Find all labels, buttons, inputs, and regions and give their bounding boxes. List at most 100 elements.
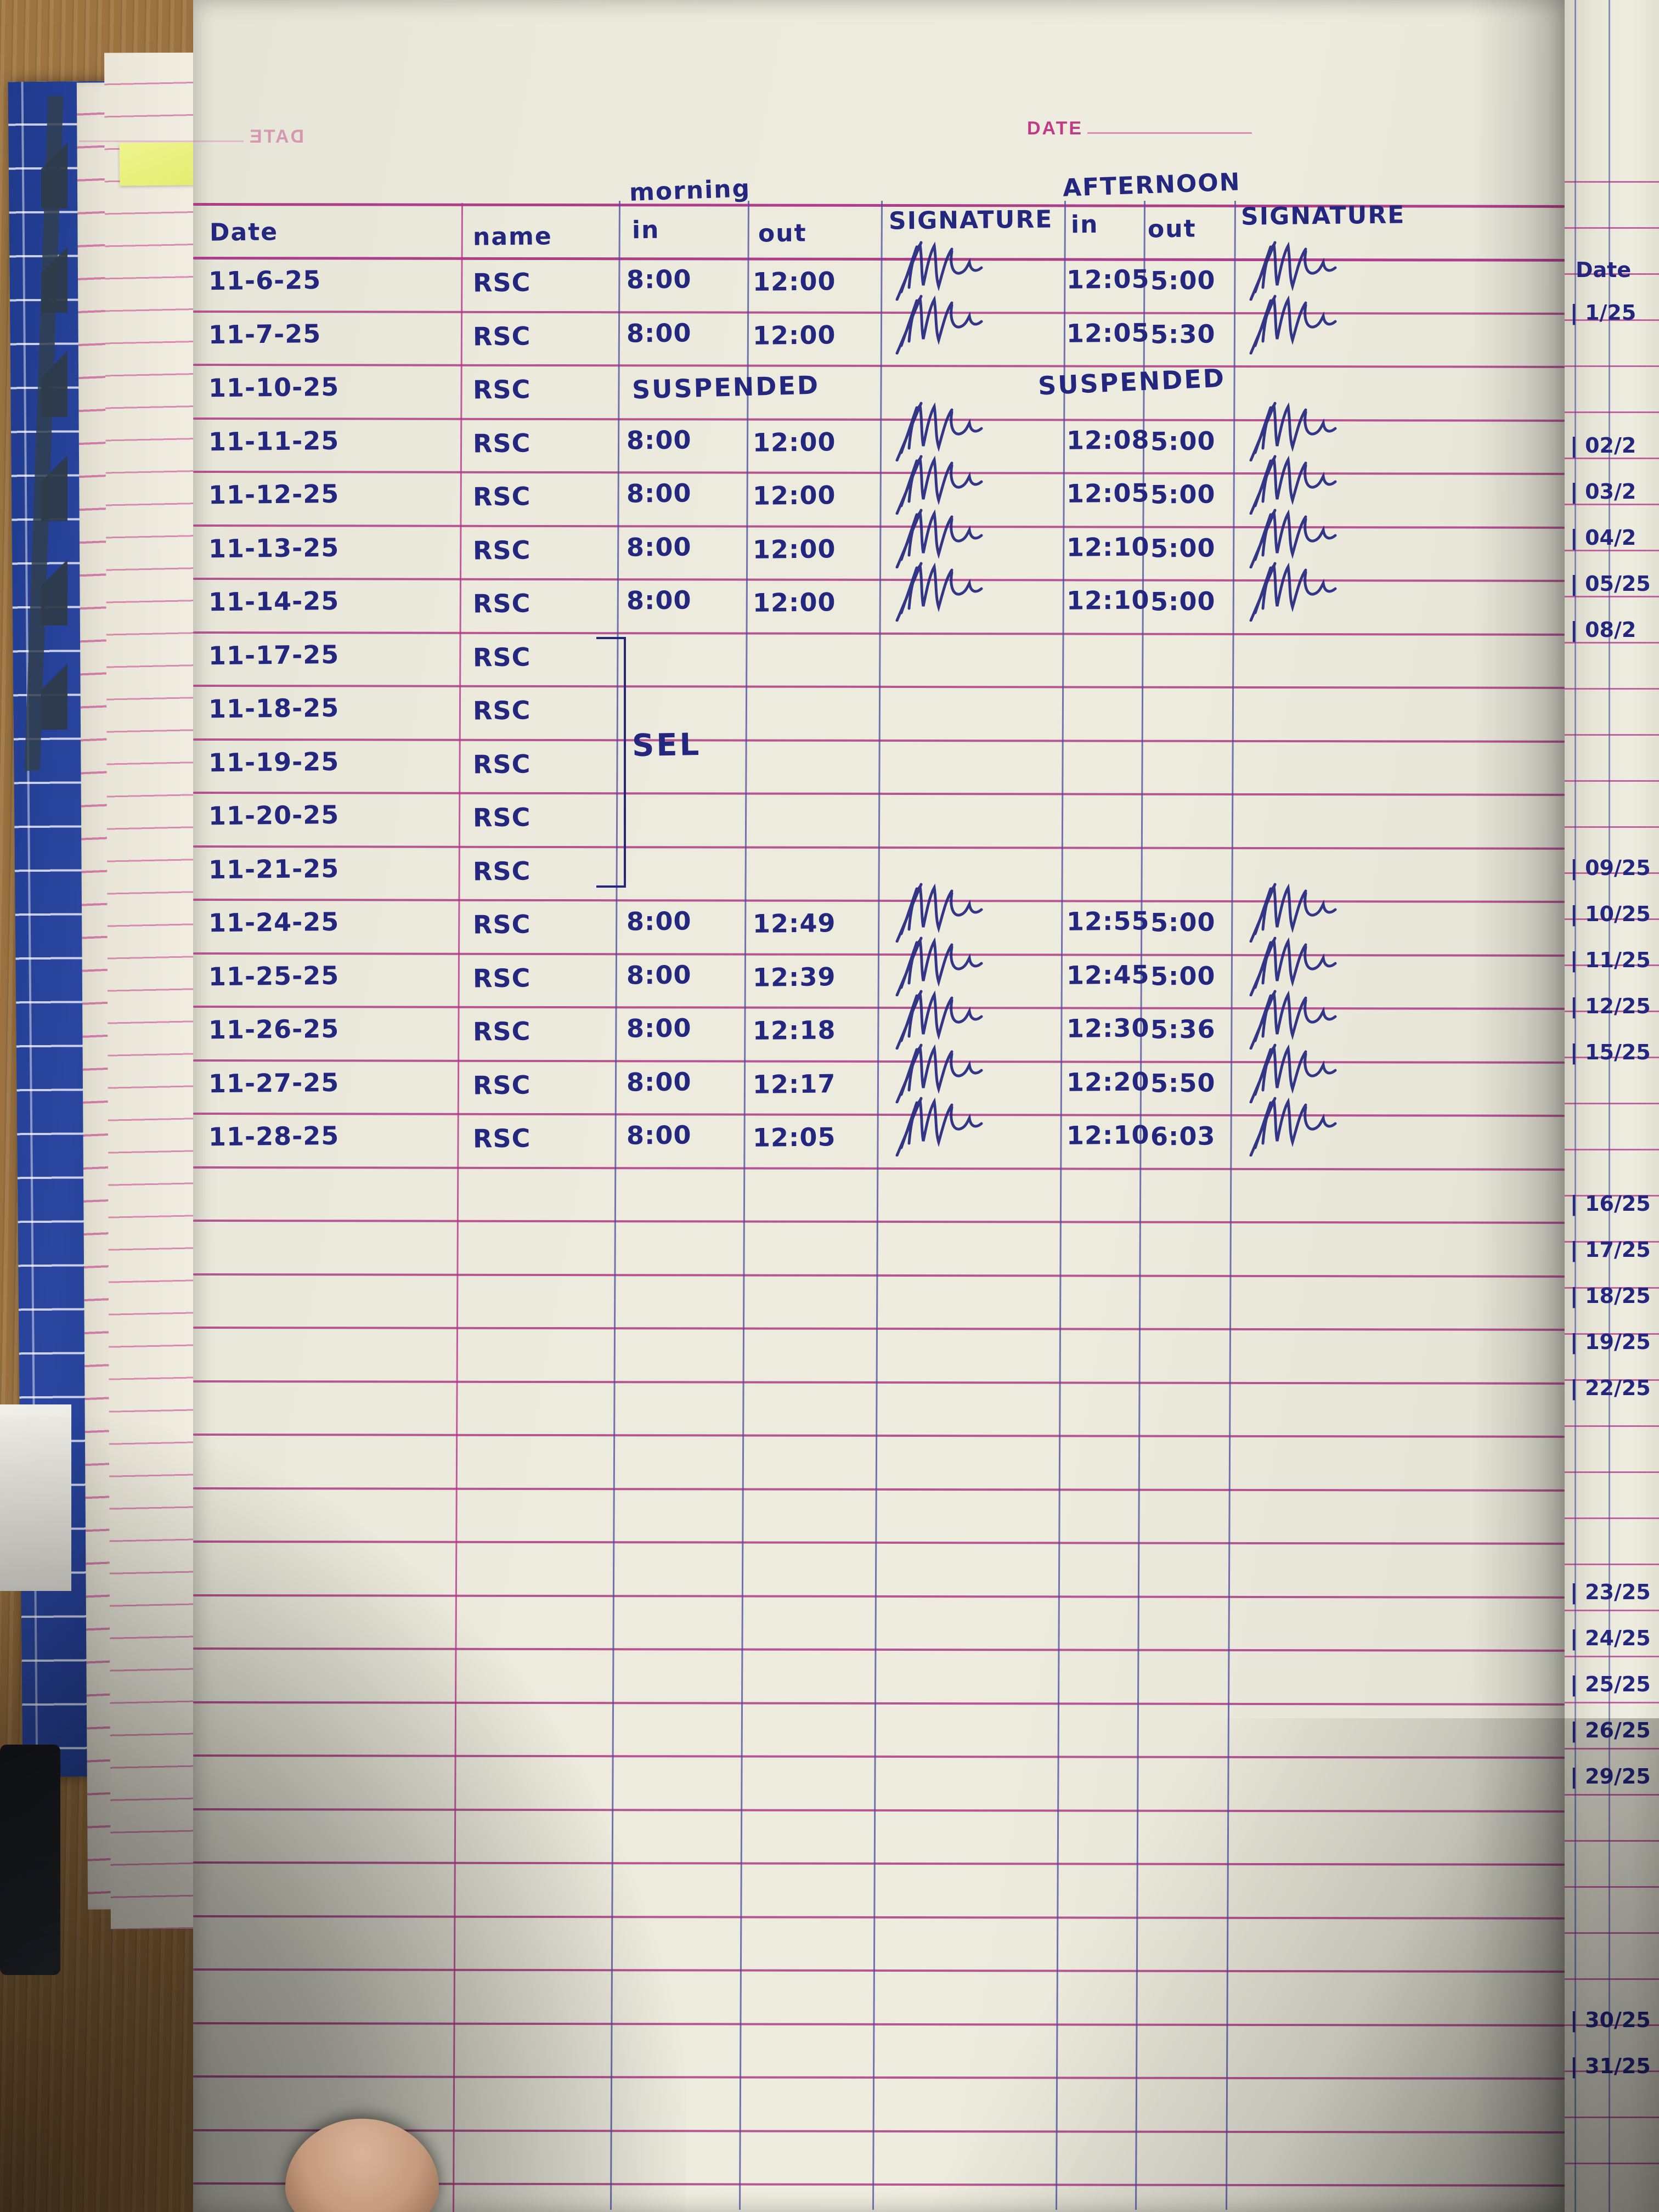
- next-page-rule: [1565, 1287, 1659, 1289]
- cell-date: 11-28-25: [208, 1120, 340, 1152]
- column-header-am-signature: SIGNATURE: [888, 205, 1053, 235]
- horizontal-rule: [193, 1380, 1565, 1385]
- cell-am-in: 8:00: [626, 1120, 692, 1150]
- next-page-rule: [1565, 1057, 1659, 1058]
- cell-am-out: 12:00: [752, 533, 836, 565]
- cell-name: RSC: [472, 427, 531, 459]
- cell-am-out: 12:00: [752, 319, 836, 351]
- horizontal-rule: [193, 310, 1565, 315]
- am-signature-scribble: [893, 289, 997, 354]
- horizontal-rule: [193, 1968, 1565, 1973]
- next-page-date-entry: | 03/2: [1570, 479, 1637, 504]
- horizontal-rule: [193, 1220, 1565, 1224]
- cell-date: 11-12-25: [208, 478, 340, 510]
- next-page-date-entry: | 23/25: [1570, 1580, 1651, 1604]
- horizontal-rule: [193, 578, 1565, 582]
- cell-name: RSC: [472, 588, 531, 619]
- next-page-column-rule-1: [1609, 0, 1610, 2212]
- cell-afternoon-note: SUSPENDED: [1037, 363, 1227, 401]
- next-page-rule: [1565, 872, 1659, 874]
- cell-name: RSC: [472, 374, 531, 405]
- cell-pm-in: 12:55: [1066, 906, 1150, 936]
- cell-date: 11-17-25: [208, 639, 340, 670]
- next-page-rule: [1565, 1564, 1659, 1565]
- white-paper-scrap: [0, 1404, 71, 1591]
- column-rule-0: [453, 203, 463, 2212]
- next-page-date-entry: | 26/25: [1570, 1718, 1651, 1742]
- column-rule-4: [1056, 201, 1066, 2210]
- column-header-am-out: out: [758, 219, 807, 248]
- dark-object-bottom-left: [0, 1745, 60, 1975]
- cell-name: RSC: [472, 1069, 531, 1101]
- cell-name: RSC: [472, 1016, 531, 1047]
- am-signature-scribble: [893, 984, 997, 1050]
- next-page-rule: [1565, 1656, 1659, 1657]
- next-page-date-entry: | 10/25: [1570, 902, 1651, 926]
- cell-am-in: 8:00: [626, 906, 692, 936]
- horizontal-rule: [193, 417, 1565, 422]
- cell-morning-note: SUSPENDED: [631, 370, 820, 405]
- cell-pm-out: 5:30: [1150, 318, 1216, 349]
- cell-am-in: 8:00: [626, 959, 692, 990]
- next-page-rule: [1565, 411, 1659, 413]
- cell-pm-in: 12:10: [1066, 531, 1150, 562]
- next-page-rule: [1565, 1886, 1659, 1888]
- column-rule-6: [1226, 201, 1236, 2210]
- next-page-rule: [1565, 319, 1659, 321]
- horizontal-rule: [193, 364, 1565, 368]
- horizontal-rule: [193, 2022, 1565, 2027]
- next-page-rule: [1565, 550, 1659, 551]
- next-page-rule: [1565, 458, 1659, 459]
- pm-signature-scribble: [1246, 503, 1351, 568]
- horizontal-rule: [193, 631, 1565, 636]
- cell-am-in: 8:00: [626, 531, 692, 562]
- pm-signature-scribble: [1246, 289, 1351, 354]
- next-page-rule: [1565, 826, 1659, 828]
- next-page-rule: [1565, 2163, 1659, 2164]
- cell-pm-in: 12:30: [1066, 1013, 1150, 1043]
- next-page-rule: [1565, 1011, 1659, 1012]
- cell-date: 11-7-25: [208, 318, 321, 349]
- pm-signature-scribble: [1246, 556, 1351, 622]
- cell-name: RSC: [472, 1123, 531, 1154]
- cell-name: RSC: [472, 481, 531, 512]
- column-header-date: Date: [209, 218, 279, 247]
- next-page-rule: [1565, 2117, 1659, 2118]
- cell-pm-out: 5:00: [1150, 265, 1216, 296]
- next-page-header-date: Date: [1576, 258, 1632, 282]
- cell-pm-in: 12:05: [1066, 317, 1150, 348]
- next-page-column-rule-0: [1575, 0, 1576, 2212]
- pm-signature-scribble: [1246, 396, 1351, 461]
- sticky-note-tab[interactable]: [119, 142, 201, 186]
- horizontal-rule: [193, 952, 1565, 957]
- am-signature-scribble: [893, 1037, 997, 1103]
- next-page-rule: [1565, 365, 1659, 367]
- am-signature-scribble: [893, 235, 997, 301]
- next-page-date-entry: | 25/25: [1570, 1672, 1651, 1696]
- cell-pm-in: 12:05: [1066, 264, 1150, 295]
- next-page-rule: [1565, 1517, 1659, 1519]
- cell-date: 11-6-25: [208, 264, 321, 296]
- column-header-name: name: [472, 222, 552, 251]
- next-page-date-entry: | 19/25: [1570, 1330, 1651, 1354]
- cell-am-out: 12:00: [752, 480, 836, 511]
- cell-name: RSC: [472, 534, 531, 566]
- next-page-date-entry: | 02/2: [1570, 433, 1637, 458]
- am-signature-scribble: [893, 930, 997, 996]
- horizontal-rule: [193, 524, 1565, 529]
- cell-pm-out: 5:00: [1150, 532, 1216, 563]
- cell-pm-out: 5:00: [1150, 479, 1216, 510]
- next-page-date-entry: | 09/25: [1570, 856, 1651, 880]
- cell-am-in: 8:00: [626, 424, 692, 455]
- next-page-rule: [1565, 1471, 1659, 1473]
- column-header-pm-in: in: [1070, 210, 1099, 239]
- cell-name: RSC: [472, 802, 531, 833]
- horizontal-rule: [193, 1808, 1565, 1813]
- next-page-date-entry: | 18/25: [1570, 1284, 1651, 1308]
- cell-am-in: 8:00: [626, 264, 692, 295]
- cell-date: 11-25-25: [208, 960, 340, 991]
- column-header-pm-out: out: [1147, 215, 1197, 244]
- ruled-grid: [193, 0, 1565, 2212]
- horizontal-rule: [193, 1487, 1565, 1492]
- cell-am-out: 12:39: [752, 961, 836, 992]
